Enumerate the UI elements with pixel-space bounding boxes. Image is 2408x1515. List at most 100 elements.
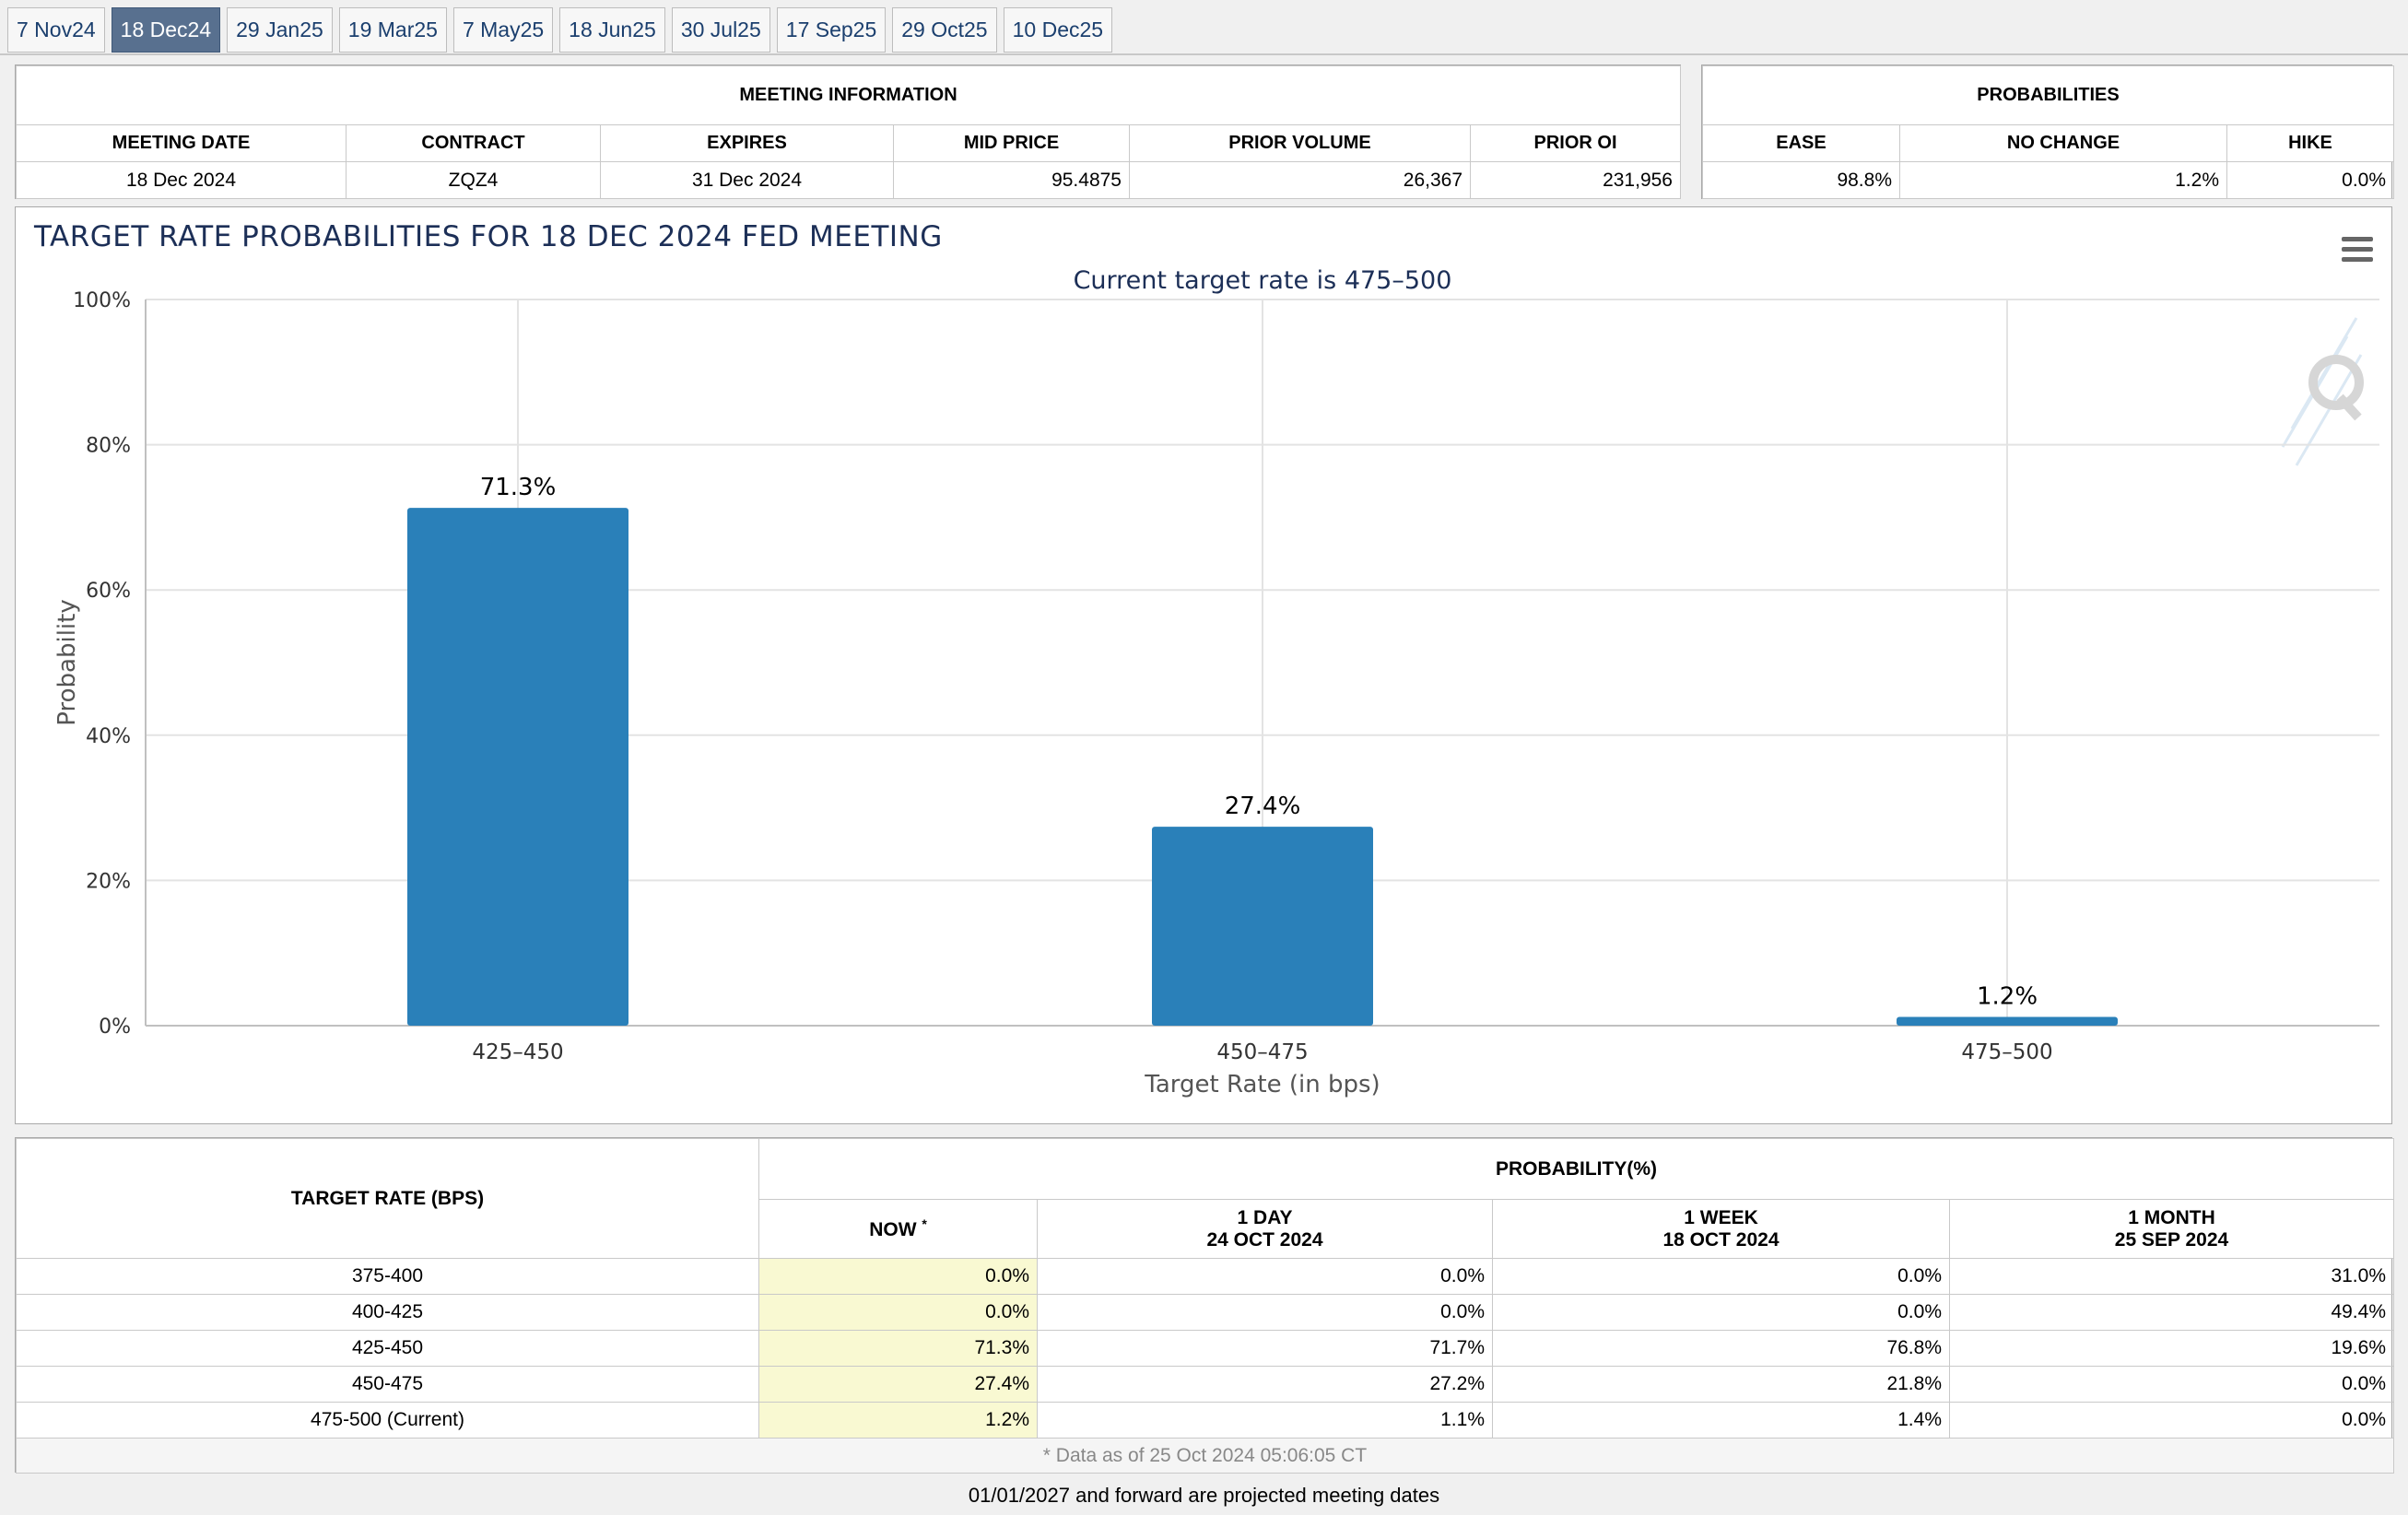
meeting-info-column-header: CONTRACT xyxy=(346,124,601,162)
meeting-info-table: MEETING INFORMATION MEETING DATE CONTRACT… xyxy=(16,65,1681,199)
one-month-header: 1 MONTH 25 SEP 2024 xyxy=(1949,1199,2394,1259)
cell-rate: 400-425 xyxy=(16,1294,759,1331)
cell-month: 19.6% xyxy=(1949,1330,2394,1367)
now-header: NOW * xyxy=(758,1199,1038,1259)
chart-panel: TARGET RATE PROBABILITIES FOR 18 DEC 202… xyxy=(15,206,2392,1124)
y-tick-label: 40% xyxy=(86,725,131,748)
probability-table-panel: TARGET RATE (BPS) PROBABILITY(%) NOW * 1… xyxy=(15,1137,2394,1474)
chart-subtitle: Current target rate is 475–500 xyxy=(1074,266,1452,295)
probabilities-table: PROBABILITIES EASE NO CHANGE HIKE 98.8% 1.2… xyxy=(1701,65,2395,199)
meeting-info-column-header: MEETING DATE xyxy=(16,124,347,162)
meeting-info-value: 95.4875 xyxy=(893,161,1130,199)
cell-week: 1.4% xyxy=(1492,1402,1950,1439)
watermark-logo-icon xyxy=(2281,317,2364,466)
table-row: 475-500 (Current) 1.2% 1.1% 1.4% 0.0% xyxy=(16,1402,2394,1439)
cell-month: 31.0% xyxy=(1949,1258,2394,1295)
bar[interactable] xyxy=(407,508,628,1026)
table-row: 400-425 0.0% 0.0% 0.0% 49.4% xyxy=(16,1294,2394,1331)
projected-dates-note: 01/01/2027 and forward are projected mee… xyxy=(968,1484,1440,1507)
chart-title: TARGET RATE PROBABILITIES FOR 18 DEC 202… xyxy=(34,220,943,253)
target-rate-header: TARGET RATE (BPS) xyxy=(16,1138,759,1259)
probabilities-value: 98.8% xyxy=(1702,161,1900,199)
x-tick-label: 450–475 xyxy=(1216,1040,1308,1064)
probabilities-column-header: NO CHANGE xyxy=(1899,124,2227,162)
y-tick-label: 80% xyxy=(86,435,131,458)
cell-week: 21.8% xyxy=(1492,1366,1950,1403)
tab-meeting[interactable]: 29 Oct25 xyxy=(892,7,997,53)
meeting-info-column-header: PRIOR OI xyxy=(1470,124,1681,162)
data-timestamp-footnote: * Data as of 25 Oct 2024 05:06:05 CT xyxy=(16,1438,2394,1474)
bar-chart: Current target rate is 475–500 0% 20% 40% 60… xyxy=(53,266,2379,1098)
tab-meeting[interactable]: 10 Dec25 xyxy=(1003,7,1113,53)
probabilities-value: 0.0% xyxy=(2226,161,2395,199)
meeting-info-value: 18 Dec 2024 xyxy=(16,161,347,199)
cell-rate: 475-500 (Current) xyxy=(16,1402,759,1439)
meeting-info-value: 31 Dec 2024 xyxy=(600,161,894,199)
cell-rate: 375-400 xyxy=(16,1258,759,1295)
meeting-info-value: ZQZ4 xyxy=(346,161,601,199)
chart-labels: Current target rate is 475–500 0% 20% 40% 60… xyxy=(53,266,2053,1098)
y-tick-label: 60% xyxy=(86,580,131,603)
one-week-header: 1 WEEK 18 OCT 2024 xyxy=(1492,1199,1950,1259)
cell-week: 0.0% xyxy=(1492,1294,1950,1331)
x-tick-label: 425–450 xyxy=(472,1040,563,1064)
bar[interactable] xyxy=(1152,827,1373,1026)
probabilities-value: 1.2% xyxy=(1899,161,2227,199)
chart-menu-icon[interactable] xyxy=(2342,237,2373,263)
bar-value-label: 27.4% xyxy=(1225,793,1301,820)
cell-week: 0.0% xyxy=(1492,1258,1950,1295)
cell-day: 71.7% xyxy=(1037,1330,1493,1367)
cell-rate: 425-450 xyxy=(16,1330,759,1367)
cell-now: 1.2% xyxy=(758,1402,1038,1439)
cell-now: 0.0% xyxy=(758,1258,1038,1295)
cell-now: 0.0% xyxy=(758,1294,1038,1331)
cell-day: 1.1% xyxy=(1037,1402,1493,1439)
chart-bars xyxy=(407,508,2118,1026)
one-day-header: 1 DAY 24 OCT 2024 xyxy=(1037,1199,1493,1259)
table-row: 375-400 0.0% 0.0% 0.0% 31.0% xyxy=(16,1258,2394,1295)
cell-day: 0.0% xyxy=(1037,1258,1493,1295)
y-tick-label: 20% xyxy=(86,870,131,893)
probabilities-panel: PROBABILITIES EASE NO CHANGE HIKE 98.8% 1.2… xyxy=(1701,65,2395,199)
tab-meeting[interactable]: 7 Nov24 xyxy=(7,7,105,53)
cell-rate: 450-475 xyxy=(16,1366,759,1403)
bar-value-label: 71.3% xyxy=(480,474,557,501)
tab-meeting[interactable]: 18 Dec24 xyxy=(111,7,221,53)
meeting-info-title: MEETING INFORMATION xyxy=(16,65,1681,125)
meeting-info-column-header: MID PRICE xyxy=(893,124,1130,162)
tab-divider xyxy=(0,53,2408,55)
cell-day: 0.0% xyxy=(1037,1294,1493,1331)
cell-now: 71.3% xyxy=(758,1330,1038,1367)
tab-meeting[interactable]: 7 May25 xyxy=(452,7,554,53)
x-axis-title: Target Rate (in bps) xyxy=(1144,1071,1380,1098)
probabilities-column-header: EASE xyxy=(1702,124,1900,162)
tab-meeting[interactable]: 19 Mar25 xyxy=(338,7,447,53)
cell-week: 76.8% xyxy=(1492,1330,1950,1367)
bar[interactable] xyxy=(1897,1016,2118,1026)
table-row: 450-475 27.4% 27.2% 21.8% 0.0% xyxy=(16,1366,2394,1403)
meeting-info-value: 231,956 xyxy=(1470,161,1681,199)
y-axis-title: Probability xyxy=(53,599,81,725)
table-row: 425-450 71.3% 71.7% 76.8% 19.6% xyxy=(16,1330,2394,1367)
probability-table: TARGET RATE (BPS) PROBABILITY(%) NOW * 1… xyxy=(16,1138,2394,1474)
y-tick-label: 0% xyxy=(99,1016,131,1039)
meeting-info-panel: MEETING INFORMATION MEETING DATE CONTRACT… xyxy=(15,65,1681,199)
cell-month: 0.0% xyxy=(1949,1402,2394,1439)
y-tick-label: 100% xyxy=(73,289,131,312)
meeting-info-value: 26,367 xyxy=(1129,161,1471,199)
tab-meeting[interactable]: 30 Jul25 xyxy=(671,7,770,53)
tab-meeting[interactable]: 29 Jan25 xyxy=(227,7,333,53)
meeting-info-column-header: PRIOR VOLUME xyxy=(1129,124,1471,162)
cell-month: 0.0% xyxy=(1949,1366,2394,1403)
cell-now: 27.4% xyxy=(758,1366,1038,1403)
cell-day: 27.2% xyxy=(1037,1366,1493,1403)
tab-meeting[interactable]: 18 Jun25 xyxy=(559,7,665,53)
probabilities-column-header: HIKE xyxy=(2226,124,2395,162)
meeting-info-column-header: EXPIRES xyxy=(600,124,894,162)
probabilities-title: PROBABILITIES xyxy=(1701,65,2395,125)
cell-month: 49.4% xyxy=(1949,1294,2394,1331)
x-tick-label: 475–500 xyxy=(1961,1040,2052,1064)
meeting-tabs: 7 Nov24 18 Dec24 29 Jan25 19 Mar25 7 May25 18… xyxy=(7,7,1113,53)
tab-meeting[interactable]: 17 Sep25 xyxy=(776,7,887,53)
bar-value-label: 1.2% xyxy=(1977,983,2038,1011)
